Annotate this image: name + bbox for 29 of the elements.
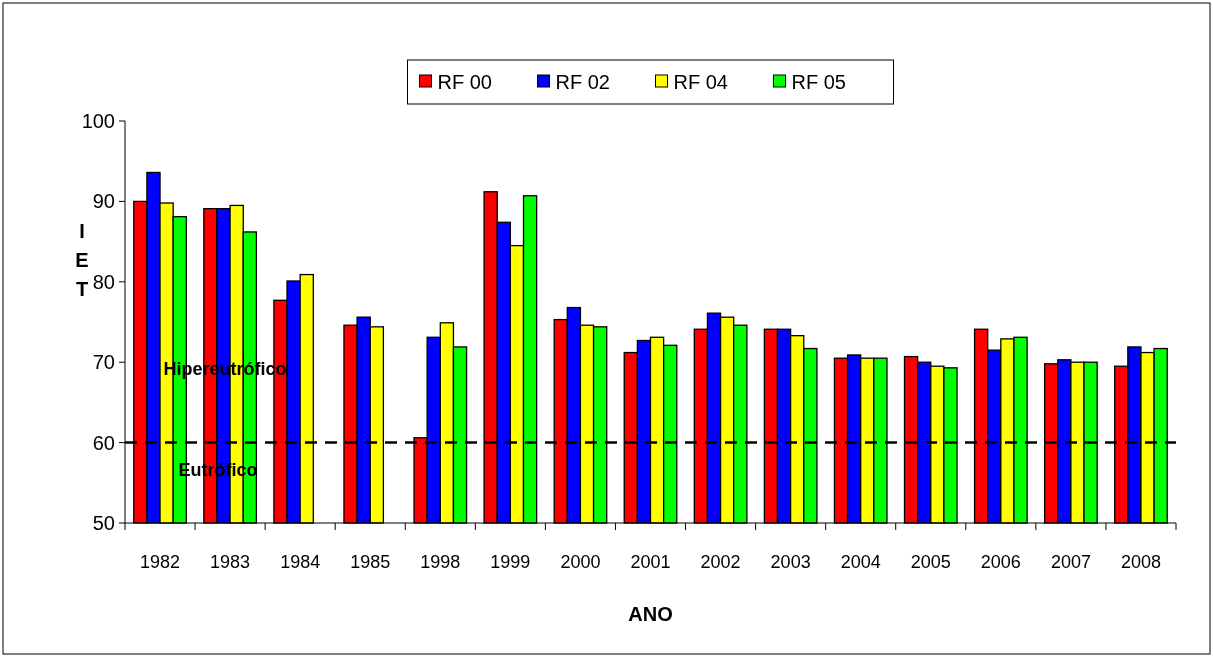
x-tick-label: 1998 [420,552,461,572]
x-tick-label: 1984 [280,552,321,572]
x-tick-label: 1983 [210,552,251,572]
legend-label: RF 04 [673,71,728,93]
x-tick-label: 2005 [910,552,951,572]
y-tick-label: 80 [92,270,115,293]
x-tick-label: 1999 [490,552,531,572]
x-tick-label: 2003 [770,552,811,572]
annotation: Eutrófico [178,460,258,480]
y-tick-label: 90 [92,190,115,213]
y-tick-label: 100 [81,110,115,132]
x-tick-label: 2001 [630,552,671,572]
x-tick-label: 2004 [840,552,881,572]
x-tick-label: 2006 [980,552,1021,572]
annotation: Hipereutrófico [163,359,287,379]
x-tick-label: 2008 [1120,552,1161,572]
y-tick-label: 60 [92,431,115,454]
x-tick-label: 1982 [140,552,181,572]
y-axis-title: IET [75,220,89,300]
x-tick-label: 1985 [350,552,391,572]
x-axis-title: ANO [628,603,673,625]
x-tick-label: 2002 [700,552,741,572]
y-tick-label: 50 [92,512,115,534]
x-tick-label: 2007 [1050,552,1091,572]
legend-label: RF 02 [555,71,610,93]
legend-label: RF 05 [791,71,846,93]
y-tick-label: 70 [92,351,115,374]
legend-label: RF 00 [437,71,492,93]
x-tick-label: 2000 [560,552,601,572]
